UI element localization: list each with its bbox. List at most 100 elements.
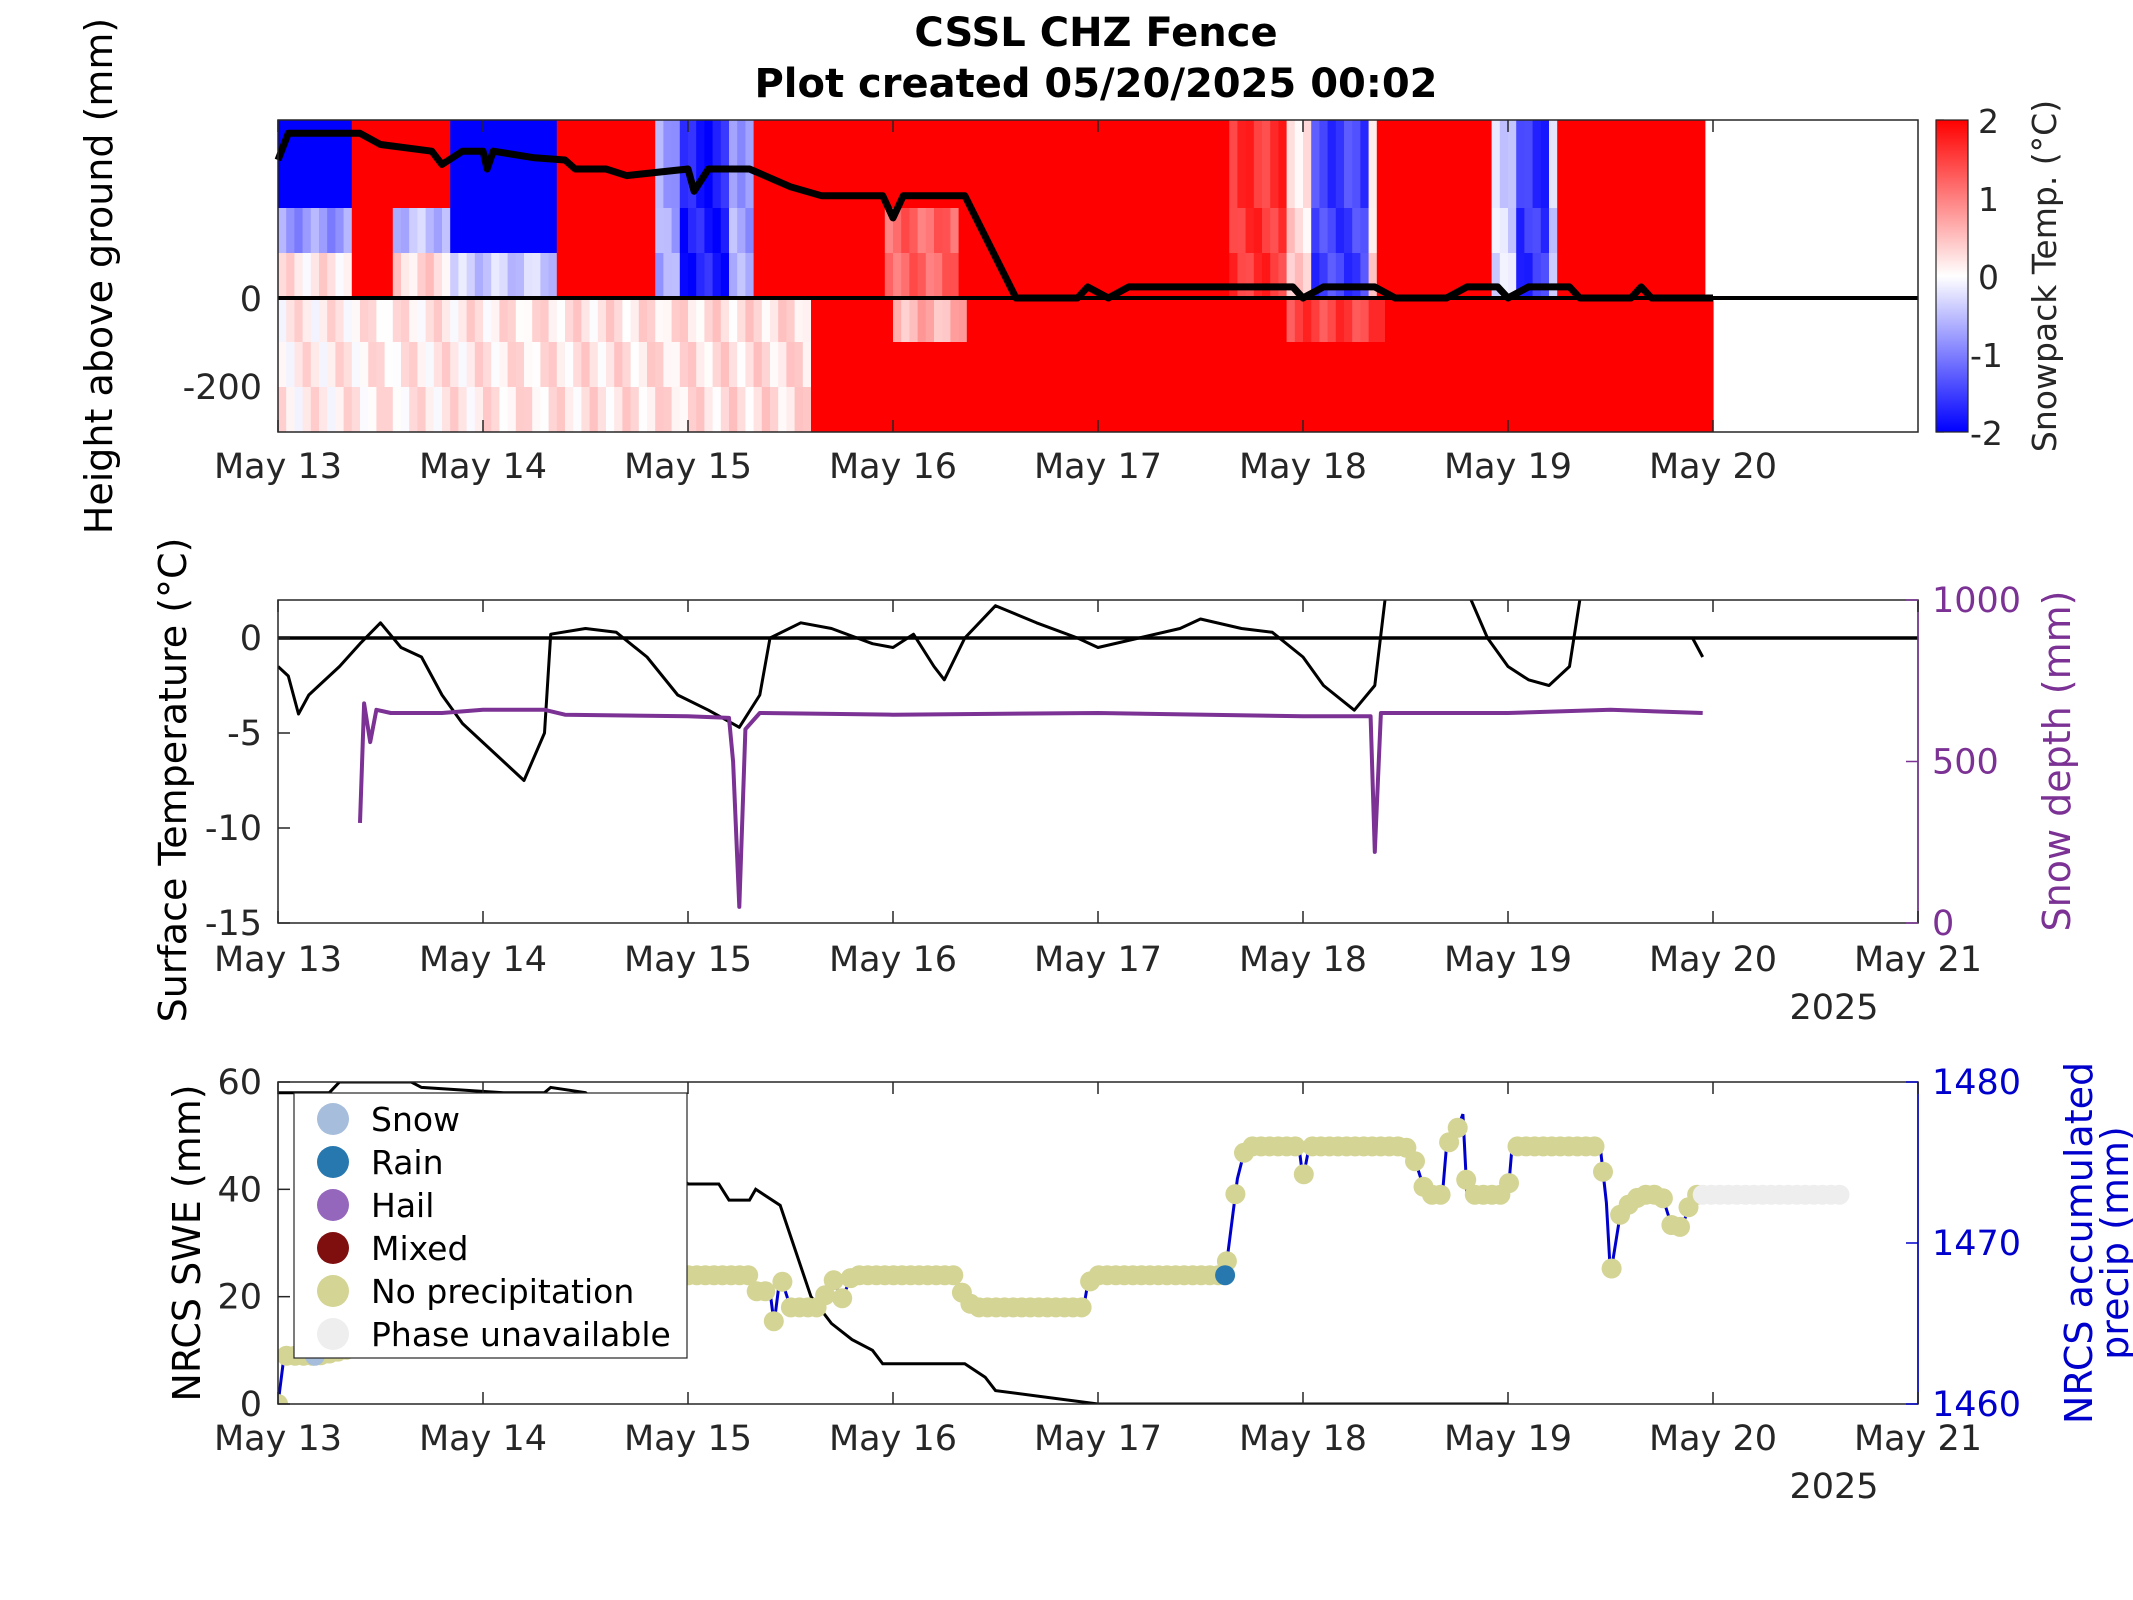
swe-y-ticks: 60 40 20 0 — [217, 1063, 290, 1425]
heatmap-cell — [532, 387, 541, 432]
heatmap-cell — [704, 298, 714, 342]
heatmap-cell — [1016, 298, 1025, 342]
heatmap-cell — [1253, 342, 1263, 387]
swe-x-ticks: May 13 May 14 May 15 May 16 May 17 May 18 May … — [214, 1082, 1982, 1459]
heatmap-cell — [909, 253, 919, 298]
heatmap-cell — [1270, 298, 1279, 342]
heatmap-cell — [1680, 298, 1689, 342]
heatmap-cell — [392, 120, 402, 208]
heatmap-cell — [950, 120, 960, 208]
heatmap-cell — [893, 253, 902, 298]
heatmap-cell — [1155, 208, 1165, 253]
heatmap-cell — [1065, 120, 1074, 208]
heatmap-cell — [1344, 342, 1353, 387]
heatmap-cell — [573, 208, 582, 253]
heatmap-cell — [1352, 120, 1361, 208]
heatmap-cell — [1508, 342, 1517, 387]
heatmap-cell — [761, 387, 771, 432]
heatmap-cell — [1606, 342, 1616, 387]
heatmap-cell — [917, 342, 927, 387]
heatmap-cell — [917, 298, 927, 342]
heatmap-cell — [442, 342, 451, 387]
heatmap-cell — [1680, 253, 1689, 298]
heatmap-cell — [1089, 387, 1099, 432]
heatmap-cell — [737, 387, 746, 432]
heatmap-cell — [1089, 342, 1099, 387]
heatmap-cell — [351, 342, 361, 387]
heatmap-cell — [1524, 298, 1534, 342]
swe-year-label: 2025 — [1789, 1467, 1878, 1507]
heatmap-cell — [548, 342, 558, 387]
heatmap-cell — [401, 387, 410, 432]
heatmap-cell — [286, 253, 295, 298]
heatmap-cell — [1696, 120, 1706, 208]
heatmap-cell — [876, 208, 886, 253]
heatmap-cell — [1508, 208, 1517, 253]
heatmap-cell — [278, 253, 287, 298]
heatmap-cell — [655, 387, 664, 432]
heatmap-cell — [843, 298, 853, 342]
heatmap-cell — [483, 298, 492, 342]
heatmap-cell — [704, 342, 714, 387]
heatmap-cell — [671, 253, 681, 298]
heatmap-cell — [1278, 387, 1288, 432]
heatmap-cell — [679, 387, 689, 432]
heatmap-cell — [540, 387, 550, 432]
heatmap-cell — [1311, 253, 1320, 298]
heatmap-cell — [770, 208, 779, 253]
heatmap-cell — [975, 342, 984, 387]
heatmap-cell — [1286, 208, 1296, 253]
heatmap-cell — [1007, 253, 1017, 298]
heatmap-cell — [1532, 387, 1542, 432]
heatmap-cell — [1401, 342, 1411, 387]
heatmap-cell — [770, 253, 779, 298]
heatmap-cell — [1696, 253, 1706, 298]
heatmap-cell — [1253, 208, 1263, 253]
heatmap-cell — [1409, 342, 1419, 387]
heatmap-cell — [1581, 387, 1591, 432]
heatmap-cell — [1024, 387, 1033, 432]
heatmap-cell — [302, 208, 312, 253]
heatmap-cell — [1606, 298, 1616, 342]
heatmap-cell — [622, 387, 632, 432]
heatmap-cell — [433, 253, 443, 298]
heatmap-cell — [901, 253, 910, 298]
heatmap-cell — [1278, 253, 1288, 298]
heatmap-cell — [1073, 298, 1083, 342]
heatmap-cell — [1688, 120, 1698, 208]
y2-tick-label: 500 — [1932, 743, 1999, 783]
heatmap-cell — [819, 342, 828, 387]
heatmap-cell — [1098, 120, 1107, 208]
heatmap-cell — [950, 208, 960, 253]
surface-temp-series — [278, 600, 1705, 909]
heatmap-cell — [983, 253, 992, 298]
heatmap-cell — [1680, 342, 1689, 387]
heatmap-cell — [671, 342, 681, 387]
heatmap-cell — [1483, 253, 1493, 298]
heatmap-cell — [1581, 120, 1591, 208]
heatmap-cell — [597, 342, 607, 387]
heatmap-cell — [794, 253, 804, 298]
heatmap-cell — [606, 253, 615, 298]
heatmap-cell — [934, 120, 943, 208]
heatmap-cell — [1614, 120, 1624, 208]
heatmap-cell — [1622, 253, 1632, 298]
heatmap-cell — [1114, 342, 1124, 387]
colorbar — [1935, 119, 1969, 433]
heatmap-cell — [630, 120, 640, 208]
heatmap-cell — [343, 298, 353, 342]
heatmap-cell — [556, 253, 566, 298]
heatmap-cell — [1663, 387, 1673, 432]
heatmap-cell — [1704, 342, 1714, 387]
heatmap-cell — [302, 253, 312, 298]
heatmap-cell — [1606, 253, 1616, 298]
heatmap-cell — [1663, 253, 1673, 298]
heatmap-cell — [1147, 253, 1156, 298]
heatmap-cell — [1204, 208, 1214, 253]
heatmap-cell — [950, 253, 960, 298]
heatmap-cell — [638, 387, 648, 432]
heatmap-cell — [778, 387, 787, 432]
heatmap-cell — [868, 298, 878, 342]
heatmap-cell — [1040, 298, 1050, 342]
heatmap-cell — [1622, 387, 1632, 432]
